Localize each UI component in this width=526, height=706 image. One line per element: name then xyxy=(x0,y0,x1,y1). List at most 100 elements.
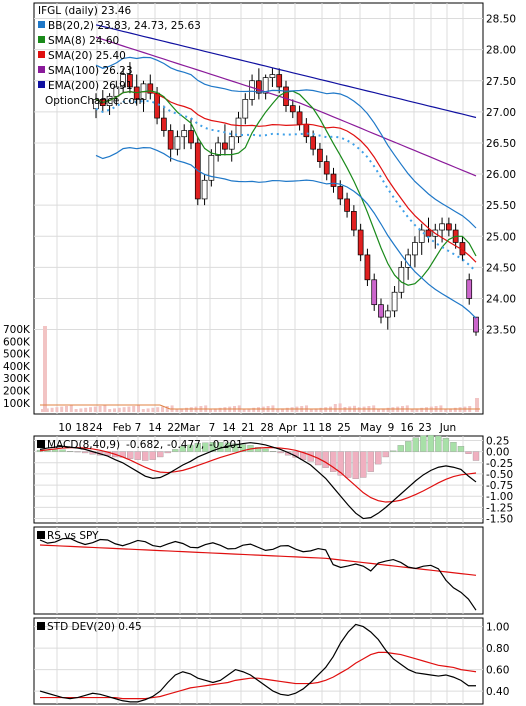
candle-body xyxy=(364,254,371,281)
price-tick-label: 23.50 xyxy=(486,325,516,337)
macd-histogram-bar xyxy=(405,441,412,452)
candle-body xyxy=(222,142,228,150)
volume-bar xyxy=(314,408,318,412)
x-axis-label: 24 xyxy=(89,422,103,434)
macd-histogram-bar xyxy=(232,443,239,452)
macd-tick-label: 0.00 xyxy=(486,447,509,459)
volume-bar xyxy=(151,407,155,412)
price-tick-label: 27.00 xyxy=(486,107,516,119)
candle-body xyxy=(371,279,378,306)
x-axis-label: Apr xyxy=(279,422,298,434)
legend-swatch xyxy=(38,66,45,73)
volume-bar xyxy=(410,409,414,412)
candle-body xyxy=(256,80,262,94)
candle-body xyxy=(113,86,120,97)
volume-bar xyxy=(285,407,289,412)
volume-bar xyxy=(458,407,462,412)
macd-histogram-bar xyxy=(457,446,465,452)
volume-bar xyxy=(165,406,169,412)
stddev-panel-frame xyxy=(33,617,484,705)
macd-histogram-bar xyxy=(472,451,480,461)
bb-upper-line xyxy=(95,56,477,229)
candle-body xyxy=(310,136,316,150)
volume-bar xyxy=(209,409,212,412)
x-axis-label: 11 xyxy=(302,422,315,434)
legend-swatch xyxy=(38,21,45,28)
price-tick-label: 28.50 xyxy=(486,14,516,26)
x-axis-label: 18 xyxy=(318,422,331,434)
price-tick-label: 25.00 xyxy=(486,231,516,243)
chart-title: IFGL (daily) 23.46 xyxy=(38,5,132,17)
volume-bar xyxy=(156,407,160,412)
candle-body xyxy=(208,155,215,181)
volume-bar xyxy=(45,408,49,412)
candle-body xyxy=(283,86,289,106)
x-axis-label: 25 xyxy=(337,422,350,434)
macd-histogram-bar xyxy=(427,434,435,452)
candle-body xyxy=(330,173,337,187)
macd-histogram-bar xyxy=(149,451,156,460)
candle-body xyxy=(201,179,208,200)
macd-histogram-bar xyxy=(51,449,59,452)
volume-bar xyxy=(98,406,102,412)
macd-histogram-bar xyxy=(179,446,186,452)
rs-panel-frame xyxy=(33,526,484,615)
candle-body xyxy=(174,136,181,150)
volume-bar xyxy=(113,408,116,412)
legend-swatch xyxy=(38,36,45,43)
candle-body xyxy=(391,291,398,312)
candle-body xyxy=(154,92,160,119)
x-axis-label: Jun xyxy=(439,422,456,434)
stddev-tick-label: 1.00 xyxy=(486,622,509,634)
volume-bar xyxy=(41,409,44,412)
stddev-legend-swatch xyxy=(37,622,45,630)
macd-histogram-bar xyxy=(157,451,164,458)
volume-bar xyxy=(324,407,328,412)
volume-average-line xyxy=(40,404,480,410)
candle-body xyxy=(269,74,276,78)
macd-histogram-bar xyxy=(390,450,397,452)
candle-body xyxy=(161,117,167,131)
ema200-line xyxy=(95,24,477,119)
macd-histogram-bar xyxy=(382,451,389,458)
macd-histogram-bar xyxy=(397,445,404,452)
candle-body xyxy=(147,83,154,94)
macd-histogram-bar xyxy=(420,435,427,452)
macd-value: -0.682, xyxy=(126,439,163,451)
legend-entry: EMA(200) 26.91 xyxy=(48,80,133,92)
volume-bar xyxy=(338,403,342,412)
legend-entry: SMA(100) 26.23 xyxy=(48,65,133,77)
volume-bar xyxy=(74,409,78,412)
macd-histogram-bar xyxy=(442,438,450,452)
volume-tick-label: 600K xyxy=(3,336,31,348)
macd-histogram-bar xyxy=(262,448,269,452)
sma20-line xyxy=(95,90,477,263)
x-axis-label: 14 xyxy=(222,422,236,434)
macd-tick-label: -0.75 xyxy=(486,480,513,492)
candle-body xyxy=(317,148,323,162)
candle-body xyxy=(337,186,344,200)
macd-histogram-bar xyxy=(345,451,352,478)
macd-histogram-bar xyxy=(81,451,89,454)
macd-histogram-bar xyxy=(59,449,66,452)
legend-entry: SMA(8) 24.60 xyxy=(48,35,119,47)
volume-bar xyxy=(276,409,280,412)
volume-bar xyxy=(50,407,54,412)
price-tick-label: 28.00 xyxy=(486,45,516,57)
candle-body xyxy=(446,223,452,231)
macd-histogram-bar xyxy=(412,437,420,452)
x-axis-label: 16 xyxy=(400,422,414,434)
stddev-tick-label: 0.60 xyxy=(486,665,509,677)
volume-bar xyxy=(89,407,92,412)
legend-entry: SMA(20) 25.40 xyxy=(48,50,126,62)
volume-bar xyxy=(146,408,150,412)
volume-bar xyxy=(69,405,73,412)
volume-bar xyxy=(319,407,323,412)
macd-histogram-bar xyxy=(142,451,149,461)
candle-body xyxy=(289,105,296,113)
macd-tick-label: -0.50 xyxy=(486,469,513,481)
candle-body xyxy=(418,229,425,243)
macd-histogram-bar xyxy=(239,444,247,452)
macd-histogram-bar xyxy=(277,451,284,454)
macd-title: MACD(8,40,9) xyxy=(47,439,120,451)
